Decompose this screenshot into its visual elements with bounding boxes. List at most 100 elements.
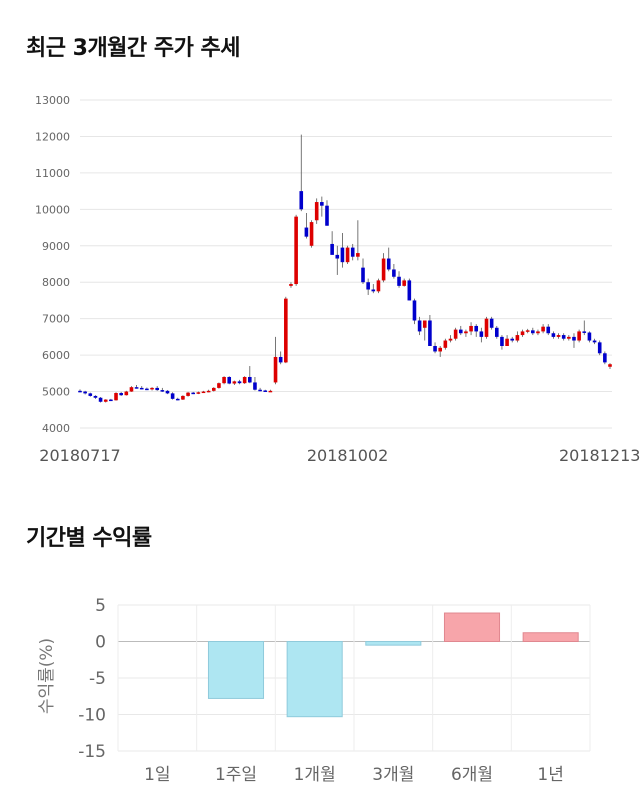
period-x-tick: 1일 [144,765,170,785]
candle-body [525,330,530,332]
return-y-tick: -10 [78,706,106,726]
candle-body [263,390,268,392]
candle [556,333,561,339]
candle-body [289,284,293,286]
candle [160,387,165,392]
candle-body [83,391,87,394]
candle [114,392,118,401]
period-x-tick: 3개월 [372,765,414,785]
candle [474,324,479,337]
candle [237,379,242,385]
candle-body [258,389,262,392]
candle [484,316,489,339]
candle-body [561,335,566,339]
candle [222,376,226,385]
candle-body [196,392,201,394]
candle [289,282,293,288]
candle [551,331,556,339]
candle [350,243,355,261]
candle-body [577,331,581,341]
candle-body [376,280,381,292]
candle [320,196,324,217]
price-y-tick: 4000 [42,422,70,435]
candle [139,386,144,390]
candle-body [206,390,211,393]
return-y-tick: 5 [95,596,106,616]
candle-body [448,338,453,341]
candle-body [361,267,365,283]
candle [376,278,381,294]
candle [597,340,602,356]
candle-body [103,399,108,402]
period-x-tick: 1년 [537,765,563,785]
candle-body [129,387,134,392]
candle-body [412,300,417,321]
candle-body [494,327,499,337]
candle [268,389,273,393]
candle-body [340,247,345,263]
candle [181,395,185,400]
candle [479,327,484,343]
candle [546,324,551,336]
candle-body [134,387,139,389]
candle [371,284,376,294]
candle [464,329,468,337]
candle-body [345,247,350,263]
candle-body [386,258,391,270]
candle-body [273,356,278,383]
candle-body [93,395,98,398]
candle [88,392,93,397]
candle-body [335,254,340,259]
candle [119,391,123,396]
candle [345,245,350,264]
candle-body [381,258,386,281]
candle-body [191,392,196,395]
candle-body [469,325,473,332]
candle [505,335,509,346]
candle [489,316,494,330]
candle-body [114,393,118,401]
candle-body [422,320,427,328]
price-y-ticks: 4000 5000 6000 7000 8000 9000 10000 11000 12000 1… [35,94,70,435]
candle-body [407,280,412,301]
candle-body [397,276,401,286]
candle-body [165,390,170,394]
candle-body [592,340,597,343]
candle [335,245,340,275]
return-bar [522,632,579,643]
candle [242,376,247,384]
candle-body [556,335,561,337]
candle [309,220,314,248]
candle [443,338,448,350]
candle-body [78,390,82,393]
candle [587,331,592,343]
candle-body [109,399,113,402]
candle [263,389,268,392]
period-x-ticks: 1일 1주일 1개월 3개월 6개월 1년 [144,765,564,785]
candle-body [314,202,319,221]
candle-body [464,331,468,334]
candle [206,389,211,393]
return-bar [286,641,343,718]
candle-body [232,381,237,384]
candle-body [572,336,576,341]
return-bar [443,612,501,642]
candle [402,278,406,287]
candle-body [392,269,396,277]
candle [175,397,180,401]
candle [541,324,545,334]
candle [531,327,535,336]
candle-body [227,376,232,384]
candle-body [366,282,370,290]
candle-body [474,325,479,332]
candle [170,392,175,400]
candle-body [603,353,607,363]
candle [98,397,103,403]
candle [536,329,540,336]
candle-body [160,390,165,392]
candle-body [484,318,489,337]
candle-body [417,320,422,332]
candle-body [211,387,216,391]
candle-body [350,247,355,257]
candle [608,363,612,369]
